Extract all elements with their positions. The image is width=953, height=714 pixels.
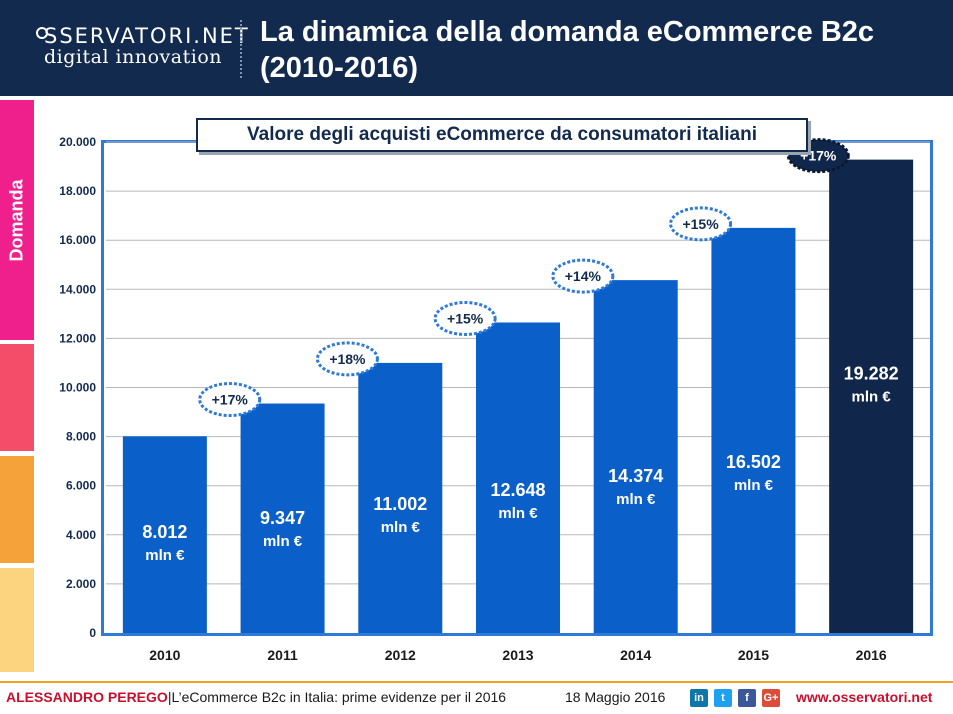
bar [829,159,914,634]
side-bar-segment [0,456,34,563]
logo-key-icon [36,27,48,39]
bar [240,403,325,633]
footer-date: 18 Maggio 2016 [565,689,666,705]
data-label-unit: mln € [263,533,303,550]
x-tick-label: 2014 [620,647,651,663]
growth-badge [315,341,379,377]
data-label-value: 11.002 [373,494,427,514]
bar [711,227,796,633]
bar [476,322,560,633]
y-tick-label: 10.000 [59,381,96,395]
y-tick-label: 8.000 [66,430,96,444]
growth-badge [433,300,497,336]
growth-label: +15% [682,216,719,232]
bar [593,280,678,633]
page-title-line2: (2010-2016) [260,52,418,84]
data-label-value: 9.347 [260,508,305,528]
data-label-value: 19.282 [844,364,899,384]
bar-chart: 0 2.000 4.000 6.000 8.000 10.000 12.000 14.000 1… [59,135,930,663]
y-tick-label: 16.000 [59,233,96,247]
data-label-unit: mln € [145,547,185,564]
growth-badge [669,206,733,242]
data-label-unit: mln € [381,519,421,536]
google-plus-icon[interactable]: G+ [762,689,780,707]
linkedin-icon[interactable]: in [690,689,708,707]
logo-text: SSERVATORI.NET [44,24,250,48]
page-title: La dinamica della domanda eCommerce B2c … [260,14,940,86]
footer-caption: ALESSANDRO PEREGO|L’eCommerce B2c in Ita… [6,689,506,705]
y-tick-label: 18.000 [59,184,96,198]
footer-author: ALESSANDRO PEREGO [6,689,168,705]
logo-tagline: digital innovation [44,46,222,68]
footer-separator: | [167,689,172,705]
data-label-unit: mln € [498,505,538,522]
data-label-unit: mln € [734,477,774,494]
data-label-value: 14.374 [608,466,663,486]
side-bar-segment [0,344,34,451]
y-tick-label: 4.000 [66,528,96,542]
footer-text: L’eCommerce B2c in Italia: prime evidenz… [171,689,507,705]
data-label-unit: mln € [852,389,892,406]
growth-label: +15% [447,310,484,326]
data-label-unit: mln € [616,491,656,508]
header: SSERVATORI.NET digital innovation La din… [0,0,953,96]
side-bar-segment [0,100,34,340]
side-bar-segment [0,568,34,672]
page-title-line1: La dinamica della domanda eCommerce B2c [260,16,875,48]
bar [358,362,443,633]
bar [122,436,207,633]
y-tick-label: 2.000 [66,577,96,591]
x-tick-label: 2013 [502,647,533,663]
chart-title: Valore degli acquisti eCommerce da consu… [196,118,808,152]
header-divider [240,20,242,78]
website-link[interactable]: www.osservatori.net [796,689,933,705]
y-tick-label: 20.000 [59,135,96,149]
growth-label: +14% [565,268,602,284]
x-tick-label: 2016 [856,647,887,663]
footer-divider [0,681,953,683]
x-tick-label: 2010 [149,647,180,663]
twitter-icon[interactable]: t [714,689,732,707]
facebook-icon[interactable]: f [738,689,756,707]
x-tick-label: 2015 [738,647,769,663]
y-tick-label: 12.000 [59,331,96,345]
y-tick-label: 0 [89,626,96,640]
y-tick-label: 6.000 [66,479,96,493]
y-tick-label: 14.000 [59,282,96,296]
data-label-value: 16.502 [726,452,781,472]
data-label-value: 12.648 [490,480,545,500]
x-tick-label: 2012 [385,647,416,663]
growth-badge [198,382,262,418]
growth-label: +18% [329,351,366,367]
growth-label: +17% [212,392,249,408]
growth-label: +17% [800,148,837,164]
data-label-value: 8.012 [142,522,187,542]
growth-badge [551,258,615,294]
x-tick-label: 2011 [267,647,298,663]
